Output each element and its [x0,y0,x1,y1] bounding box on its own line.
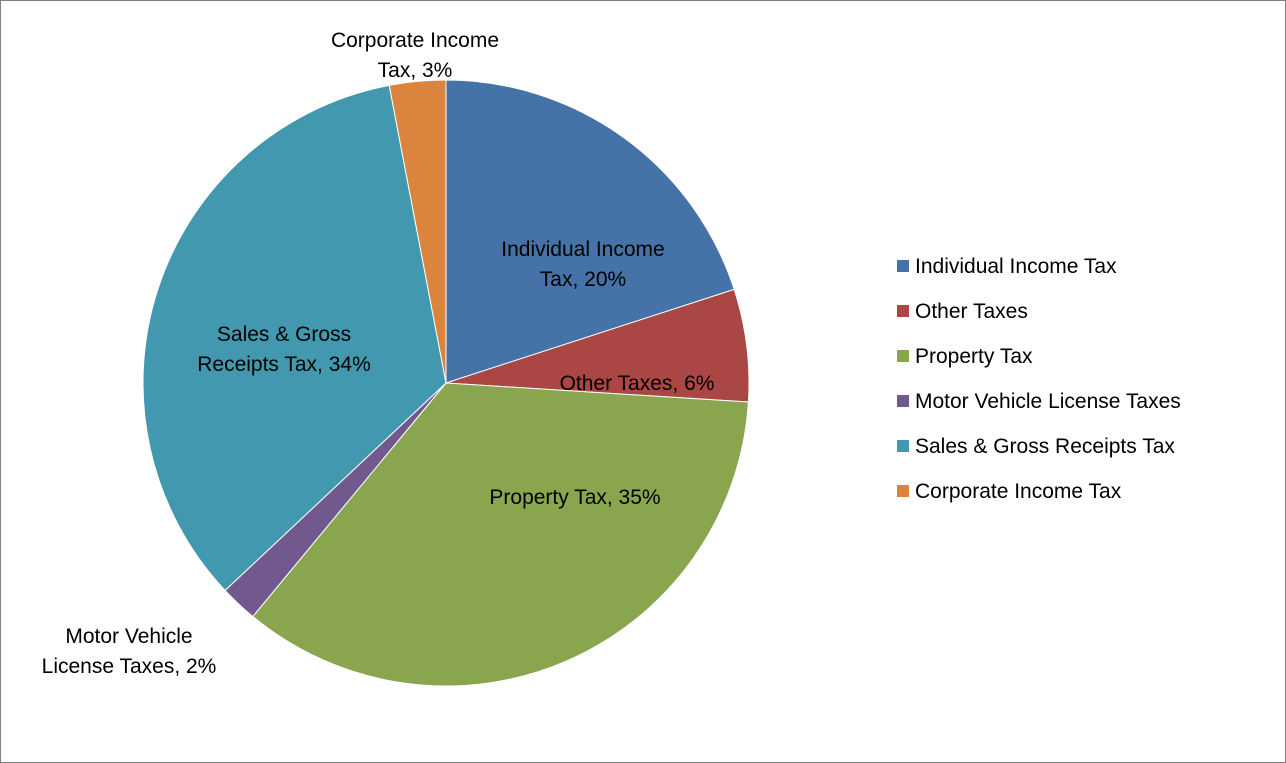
legend-swatch-motor-vehicle-license-taxes [897,395,909,407]
slice-individual-income-tax [445,79,735,384]
pie-slices [142,79,750,687]
legend-swatch-corporate-income-tax [897,485,909,497]
data-label-other-taxes: Other Taxes, 6% [560,372,715,395]
legend-swatch-other-taxes [897,305,909,317]
data-label-sales-and-gross-receipts-tax: Sales & Gross Receipts Tax, 34% [197,323,371,376]
legend: Individual Income Tax Other Taxes Property… [897,255,1181,503]
legend-swatch-sales-and-gross-receipts-tax [897,440,909,452]
data-label-property-tax: Property Tax, 35% [489,486,660,509]
slice-sales-and-gross-receipts-tax [142,84,447,592]
slice-corporate-income-tax [388,79,447,384]
legend-swatch-individual-income-tax [897,260,909,272]
legend-label-individual-income-tax: Individual Income Tax [915,255,1117,278]
legend-label-motor-vehicle-license-taxes: Motor Vehicle License Taxes [915,390,1181,413]
data-label-corporate-income-tax: Corporate Income Tax, 3% [331,29,499,82]
legend-label-property-tax: Property Tax [915,345,1033,368]
legend-label-other-taxes: Other Taxes [915,300,1028,323]
legend-swatch-property-tax [897,350,909,362]
legend-label-corporate-income-tax: Corporate Income Tax [915,480,1122,503]
slice-property-tax [252,382,749,687]
data-labels: Individual Income Tax, 20% Other Taxes, 6%… [42,29,715,678]
data-label-motor-vehicle-license-taxes: Motor Vehicle License Taxes, 2% [42,625,217,678]
data-label-individual-income-tax: Individual Income Tax, 20% [501,238,664,291]
legend-label-sales-and-gross-receipts-tax: Sales & Gross Receipts Tax [915,435,1175,458]
